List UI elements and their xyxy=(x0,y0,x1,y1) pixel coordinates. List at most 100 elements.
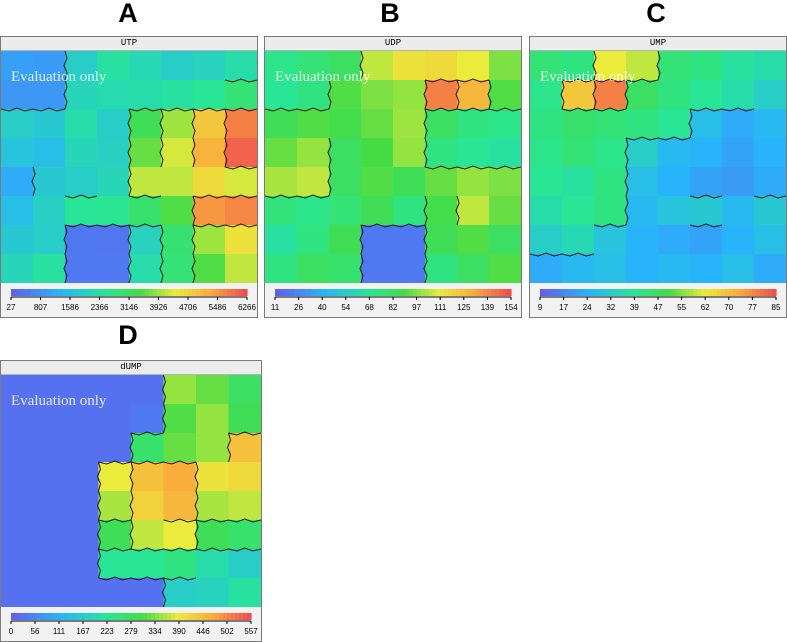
heatmap-cell xyxy=(65,225,98,255)
region-boundary xyxy=(191,224,196,255)
colorbar-segment xyxy=(677,289,683,296)
colorbar-segment xyxy=(563,289,569,296)
heatmap-cell xyxy=(33,578,67,607)
colorbar-segment xyxy=(51,613,56,620)
colorbar-segment xyxy=(744,289,750,296)
heatmap-cell xyxy=(722,167,755,197)
colorbar-segment xyxy=(119,613,124,620)
heatmap-cell xyxy=(228,578,261,607)
colorbar-segment xyxy=(39,613,44,620)
colorbar-tick-label: 154 xyxy=(504,303,518,312)
region-boundary xyxy=(296,194,330,199)
colorbar-segment xyxy=(55,613,60,620)
heatmap-cell xyxy=(393,254,426,283)
watermark-text: Evaluation only xyxy=(11,393,107,409)
region-boundary xyxy=(223,137,228,168)
colorbar-tick-label: 279 xyxy=(124,627,138,636)
heatmap-cell xyxy=(98,404,132,434)
colorbar-segment xyxy=(203,289,209,296)
colorbar-segment xyxy=(176,289,181,296)
heatmap-cell xyxy=(329,51,362,81)
heatmap-cell xyxy=(65,254,98,283)
region-boundary xyxy=(129,432,134,463)
colorbar-segment xyxy=(365,289,370,296)
heatmap-cell xyxy=(1,462,35,492)
heatmap-cell xyxy=(690,254,723,283)
colorbar-segment xyxy=(184,289,189,296)
region-boundary xyxy=(128,223,162,228)
colorbar-segment xyxy=(34,289,40,296)
heatmap-cell xyxy=(690,138,723,168)
colorbar-segment xyxy=(111,613,116,620)
colorbar-segment xyxy=(591,289,596,296)
heatmap-cell xyxy=(196,491,230,521)
heatmap-cell xyxy=(131,462,165,492)
heatmap-cell xyxy=(66,549,100,579)
heatmap-cell xyxy=(66,404,100,434)
heatmap-plot: Evaluation only xyxy=(265,51,521,283)
colorbar-segment xyxy=(665,289,671,296)
heatmap-cell xyxy=(594,225,627,255)
colorbar-segment xyxy=(123,613,128,620)
heatmap-cell xyxy=(265,51,298,81)
colorbar-segment xyxy=(11,289,16,296)
colorbar-segment xyxy=(191,289,197,296)
heatmap-cell xyxy=(754,51,786,81)
heatmap-cell xyxy=(594,80,627,110)
region-boundary xyxy=(161,577,167,607)
heatmap-cell xyxy=(425,109,458,139)
colorbar-tick-label: 125 xyxy=(457,303,471,312)
region-boundary xyxy=(456,78,490,83)
colorbar-segment xyxy=(599,289,604,296)
heatmap-cell xyxy=(1,520,35,550)
colorbar-segment xyxy=(547,289,553,296)
heatmap-plot: Evaluation only xyxy=(1,51,257,283)
heatmap-cell xyxy=(1,433,35,463)
colorbar-segment xyxy=(396,289,402,296)
colorbar-segment xyxy=(432,289,437,296)
region-boundary xyxy=(488,165,521,170)
colorbar-segment xyxy=(416,289,422,296)
colorbar-tick-label: 4706 xyxy=(179,303,197,312)
colorbar-segment xyxy=(62,289,67,296)
region-boundary xyxy=(63,79,68,110)
heatmap-cell xyxy=(97,167,130,197)
heatmap-cell xyxy=(129,225,162,255)
colorbar-tick-label: 446 xyxy=(196,627,210,636)
region-boundary xyxy=(128,194,162,199)
colorbar-tick-label: 390 xyxy=(172,627,186,636)
heatmap-cell xyxy=(163,578,197,607)
region-boundary xyxy=(127,137,132,168)
heatmap-cell xyxy=(193,225,226,255)
colorbar-segment xyxy=(436,289,441,296)
colorbar-segment xyxy=(188,289,193,296)
heatmap-cell xyxy=(361,138,394,168)
colorbar-segment xyxy=(148,289,154,296)
colorbar-segment xyxy=(595,289,600,296)
heatmap-cell xyxy=(129,138,162,168)
region-boundary xyxy=(423,108,428,139)
colorbar-segment xyxy=(235,613,240,620)
region-boundary xyxy=(265,194,298,199)
colorbar-segment xyxy=(587,289,592,296)
heatmap-cell xyxy=(97,196,130,226)
colorbar-tick-label: 2366 xyxy=(91,303,109,312)
region-boundary xyxy=(560,79,565,110)
colorbar-segment xyxy=(310,289,315,296)
colorbar-tick-label: 111 xyxy=(434,303,447,312)
region-boundary xyxy=(96,461,102,492)
heatmap-cell xyxy=(425,225,458,255)
colorbar-segment xyxy=(211,613,216,620)
heatmap-cell xyxy=(361,254,394,283)
heatmap-cell xyxy=(626,138,659,168)
colorbar-segment xyxy=(471,289,477,296)
colorbar-segment xyxy=(105,289,110,296)
colorbar-segment xyxy=(697,289,702,296)
heatmap-cell xyxy=(530,254,563,283)
region-boundary xyxy=(228,547,261,552)
heatmap-cell xyxy=(228,520,261,550)
colorbar-segment xyxy=(689,289,694,296)
heatmap-cell xyxy=(163,462,197,492)
heatmap-cell xyxy=(129,109,162,139)
region-boundary xyxy=(63,224,68,255)
